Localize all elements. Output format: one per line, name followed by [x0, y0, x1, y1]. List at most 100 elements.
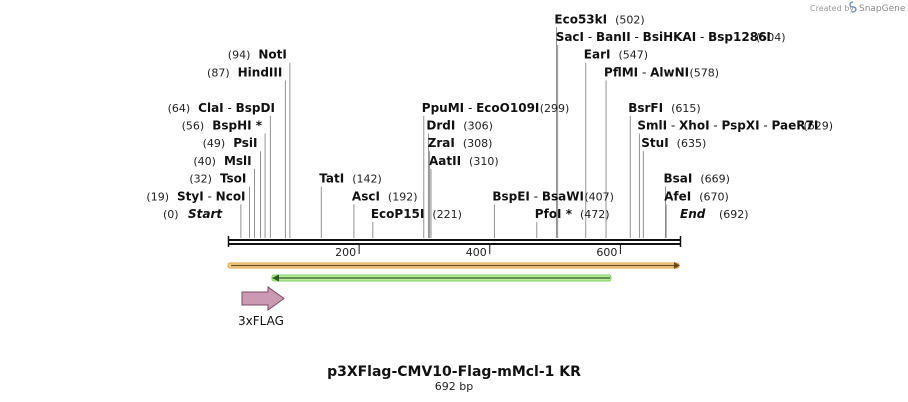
restriction-site[interactable]: (615) BsrFI: [628, 101, 700, 115]
restriction-site[interactable]: (49) PsiI: [203, 136, 258, 150]
site-name-part: -: [638, 65, 650, 79]
site-name-part: NotI: [258, 48, 287, 62]
restriction-site[interactable]: (670) AfeI: [664, 189, 729, 203]
site-name: PfoI *: [535, 207, 573, 221]
site-name-part: DrdI: [426, 119, 455, 133]
site-name: NotI: [258, 48, 287, 62]
site-position: (306): [463, 120, 493, 133]
site-name-part: ZraI: [428, 136, 455, 150]
site-name-part: StyI: [177, 189, 204, 203]
map-length: 692 bp: [435, 380, 473, 393]
site-name-part: End: [680, 207, 706, 221]
site-name: AscI: [352, 189, 380, 203]
site-name-part: EcoO109I: [476, 101, 539, 115]
site-name-part: EarI: [584, 48, 611, 62]
site-name: End: [680, 207, 706, 221]
site-name: MslI: [224, 154, 252, 168]
restriction-site[interactable]: (692) End: [680, 207, 749, 221]
restriction-site[interactable]: (221) EcoP15I: [371, 207, 462, 221]
site-position: (629): [803, 120, 833, 133]
restriction-site[interactable]: (310) AatII: [429, 154, 499, 168]
site-name-part: -: [760, 119, 772, 133]
restriction-site[interactable]: (502) Eco53kI: [554, 12, 644, 26]
site-position: (142): [352, 173, 382, 186]
site-name-part: BsaI: [663, 172, 692, 186]
site-name: TsoI: [220, 172, 246, 186]
site-position: (308): [463, 137, 493, 150]
site-name: BsaI: [663, 172, 692, 186]
site-name-part: -: [584, 30, 596, 44]
restriction-site[interactable]: (578)PflMI - AlwNI: [604, 65, 719, 79]
site-name-part: BsrFI: [628, 101, 663, 115]
feature-3xflag[interactable]: 3xFLAG: [238, 286, 285, 328]
site-name-part: AfeI: [664, 189, 691, 203]
site-name: AfeI: [664, 189, 691, 203]
site-name-part: PflMI: [604, 65, 638, 79]
site-name: ZraI: [428, 136, 455, 150]
site-name: EarI: [584, 48, 611, 62]
site-position: (87): [207, 66, 230, 79]
site-position: (669): [700, 173, 730, 186]
site-name-part: BsiHKAI: [643, 30, 697, 44]
site-name-part: BspDI: [236, 101, 275, 115]
site-position: (56): [182, 120, 205, 133]
restriction-site[interactable]: (472) PfoI *: [535, 207, 610, 221]
site-name-part: -: [204, 189, 216, 203]
restriction-site[interactable]: (299)PpuMI - EcoO109I: [422, 101, 570, 115]
site-name: BsrFI: [628, 101, 663, 115]
site-name-part: SmlI: [637, 119, 667, 133]
site-position: (32): [189, 173, 212, 186]
restriction-site[interactable]: (94) NotI: [228, 48, 287, 62]
site-name: HindIII: [238, 65, 283, 79]
restriction-site[interactable]: (32) TsoI: [189, 172, 246, 186]
restriction-site[interactable]: (308) ZraI: [428, 136, 493, 150]
site-name: BspHI *: [212, 119, 263, 133]
restriction-site[interactable]: (192) AscI: [352, 189, 418, 203]
ruler-tick-label: 400: [466, 246, 487, 259]
restriction-site[interactable]: (87) HindIII: [207, 65, 282, 79]
feature-3xflag-label: 3xFLAG: [238, 314, 284, 328]
restriction-site[interactable]: (40) MslI: [193, 154, 251, 168]
restriction-site[interactable]: (635) StuI: [641, 136, 706, 150]
site-name-part: EcoP15I: [371, 207, 425, 221]
site-name: ClaI - BspDI: [198, 101, 275, 115]
restriction-site[interactable]: (142) TatI: [319, 172, 382, 186]
site-name: Eco53kI: [554, 12, 607, 26]
orf-forward: [227, 262, 680, 269]
site-name-part: -: [530, 189, 542, 203]
site-name-part: StuI: [641, 136, 668, 150]
site-name-part: TsoI: [220, 172, 246, 186]
site-name: StyI - NcoI: [177, 189, 246, 203]
restriction-site[interactable]: (0) Start: [163, 207, 223, 221]
site-name-part: NcoI: [216, 189, 246, 203]
site-name: PflMI - AlwNI: [604, 65, 689, 79]
site-name-part: BspHI *: [212, 119, 263, 133]
restriction-site[interactable]: (669) BsaI: [663, 172, 729, 186]
restriction-site[interactable]: (504)SacI - BanII - BsiHKAI - Bsp1286I: [556, 30, 786, 44]
site-name: AatII: [429, 154, 461, 168]
site-name: PpuMI - EcoO109I: [422, 101, 540, 115]
site-name-part: -: [224, 101, 236, 115]
restriction-site[interactable]: (19) StyI - NcoI: [146, 189, 245, 203]
site-name: StuI: [641, 136, 668, 150]
site-name: TatI: [319, 172, 344, 186]
site-position: (502): [615, 13, 645, 26]
site-leader-lines: [240, 27, 667, 238]
restriction-site[interactable]: (547) EarI: [584, 48, 648, 62]
restriction-site[interactable]: (407)BspEI - BsaWI: [492, 189, 614, 203]
backbone-bottom-strand: [228, 243, 681, 245]
site-name-part: PpuMI: [422, 101, 464, 115]
restriction-site[interactable]: (56) BspHI *: [182, 119, 263, 133]
site-name: Start: [188, 207, 223, 221]
restriction-site[interactable]: (64) ClaI - BspDI: [168, 101, 275, 115]
site-name-part: AscI: [352, 189, 380, 203]
feature-3xflag-arrow: [241, 286, 285, 311]
restriction-site[interactable]: (629)SmlI - XhoI - PspXI - PaeR7I: [637, 119, 833, 133]
restriction-site[interactable]: (306) DrdI: [426, 119, 493, 133]
site-position: (221): [432, 208, 462, 221]
site-name: PsiI: [233, 136, 257, 150]
orf-reverse: [271, 274, 612, 282]
site-position: (19): [146, 190, 169, 203]
site-position: (504): [756, 31, 786, 44]
ruler-tick-label: 600: [596, 246, 617, 259]
